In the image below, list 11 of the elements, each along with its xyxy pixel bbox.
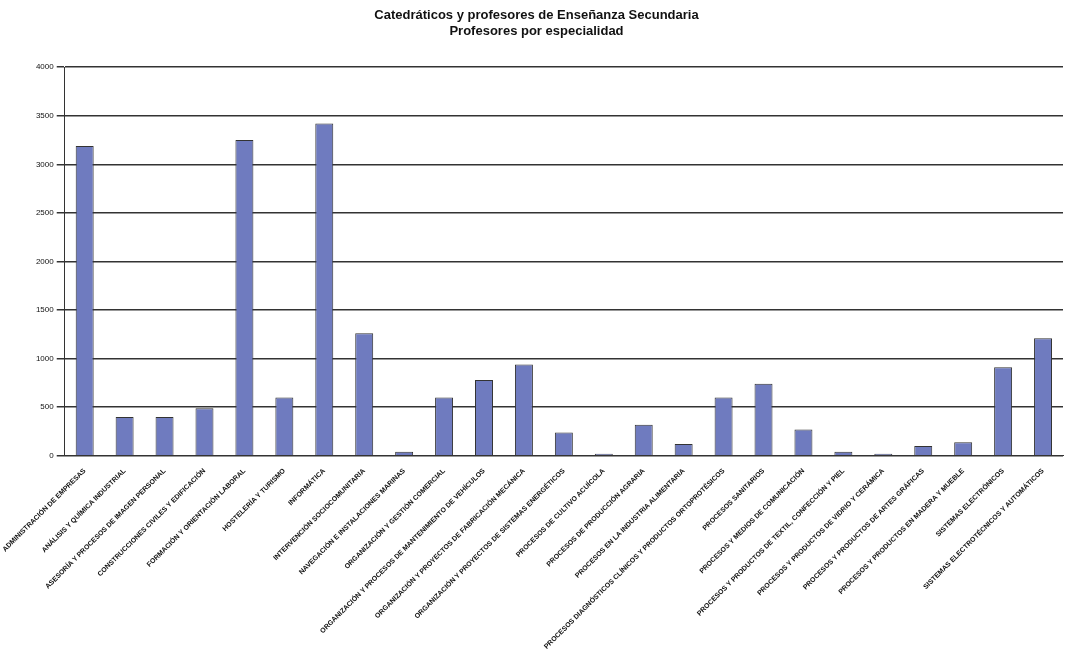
y-tick-label: 500 <box>40 402 55 412</box>
y-tick-label: 0 <box>49 450 55 460</box>
y-tick-label: 2000 <box>35 256 55 266</box>
y-tick-label: 3500 <box>35 110 55 120</box>
y-tick-label: 4000 <box>35 62 55 72</box>
chart-subtitle: Profesores por especialidad <box>449 22 624 38</box>
y-tick-label: 1500 <box>35 305 55 315</box>
y-tick-label: 2500 <box>35 208 55 218</box>
y-tick-label: 1000 <box>35 353 55 363</box>
y-tick-label: 3000 <box>35 159 55 169</box>
chart-title: Catedráticos y profesores de Enseñanza Secundaria <box>374 7 700 23</box>
